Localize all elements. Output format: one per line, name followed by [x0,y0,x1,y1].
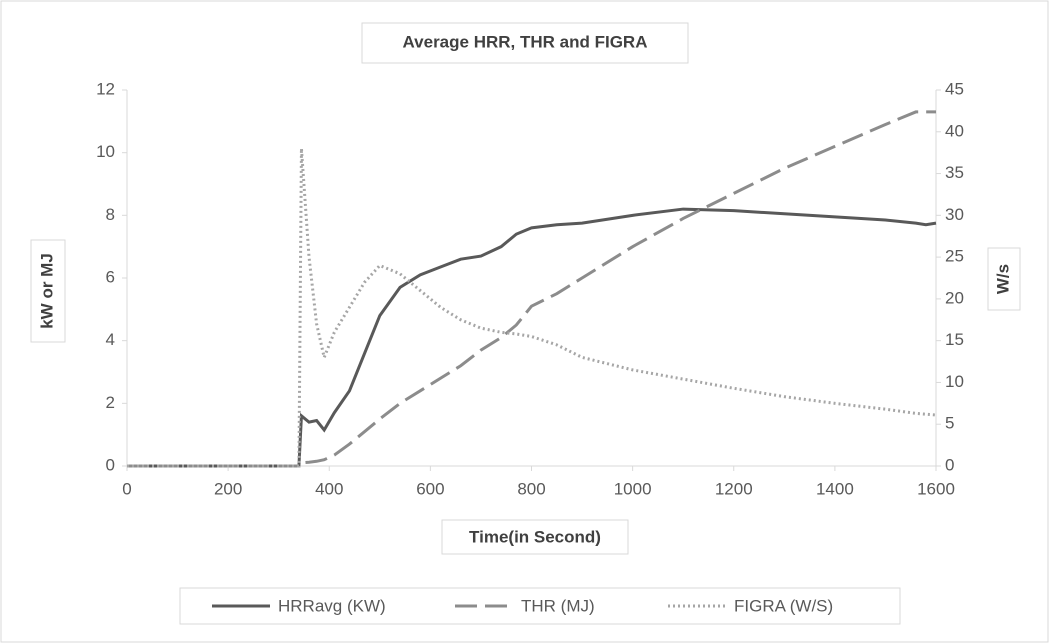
x-tick-label: 1600 [917,479,955,498]
x-tick-label: 1400 [816,479,854,498]
y2-tick-label: 20 [945,288,964,307]
y-tick-label: 4 [106,330,115,349]
y2-tick-label: 45 [945,79,964,98]
y-tick-label: 10 [96,142,115,161]
legend-label: THR (MJ) [521,596,595,615]
y-tick-label: 12 [96,79,115,98]
y-tick-label: 6 [106,267,115,286]
y2-tick-label: 35 [945,163,964,182]
x-label-box [441,519,629,555]
title-box [361,22,689,64]
y-tick-label: 0 [106,455,115,474]
legend-box [179,587,901,625]
chart-title: Average HRR, THR and FIGRA [403,32,648,51]
x-tick-label: 1200 [715,479,753,498]
series-line [127,110,936,468]
legend-label: HRRavg (KW) [278,596,386,615]
y2-tick-label: 40 [945,121,964,140]
x-tick-label: 0 [122,479,131,498]
y2-tick-label: 25 [945,247,964,266]
y-axis-title: kW or MJ [37,253,56,329]
y-tick-label: 8 [106,205,115,224]
y2-tick-label: 0 [945,455,954,474]
y2-tick-label: 15 [945,330,964,349]
series-line [127,207,937,468]
y2-tick-label: 30 [945,205,964,224]
x-tick-label: 200 [214,479,242,498]
x-tick-label: 400 [315,479,343,498]
x-axis-title: Time(in Second) [469,527,601,546]
x-tick-label: 800 [517,479,545,498]
y2-tick-label: 10 [945,372,964,391]
series-line [127,148,937,468]
y2-tick-label: 5 [945,414,954,433]
y2-label-box [987,247,1021,311]
x-tick-label: 600 [416,479,444,498]
x-tick-label: 1000 [614,479,652,498]
y2-axis-title: W/s [993,264,1012,294]
y-label-box [30,239,66,343]
y-tick-label: 2 [106,393,115,412]
legend-label: FIGRA (W/S) [734,596,833,615]
